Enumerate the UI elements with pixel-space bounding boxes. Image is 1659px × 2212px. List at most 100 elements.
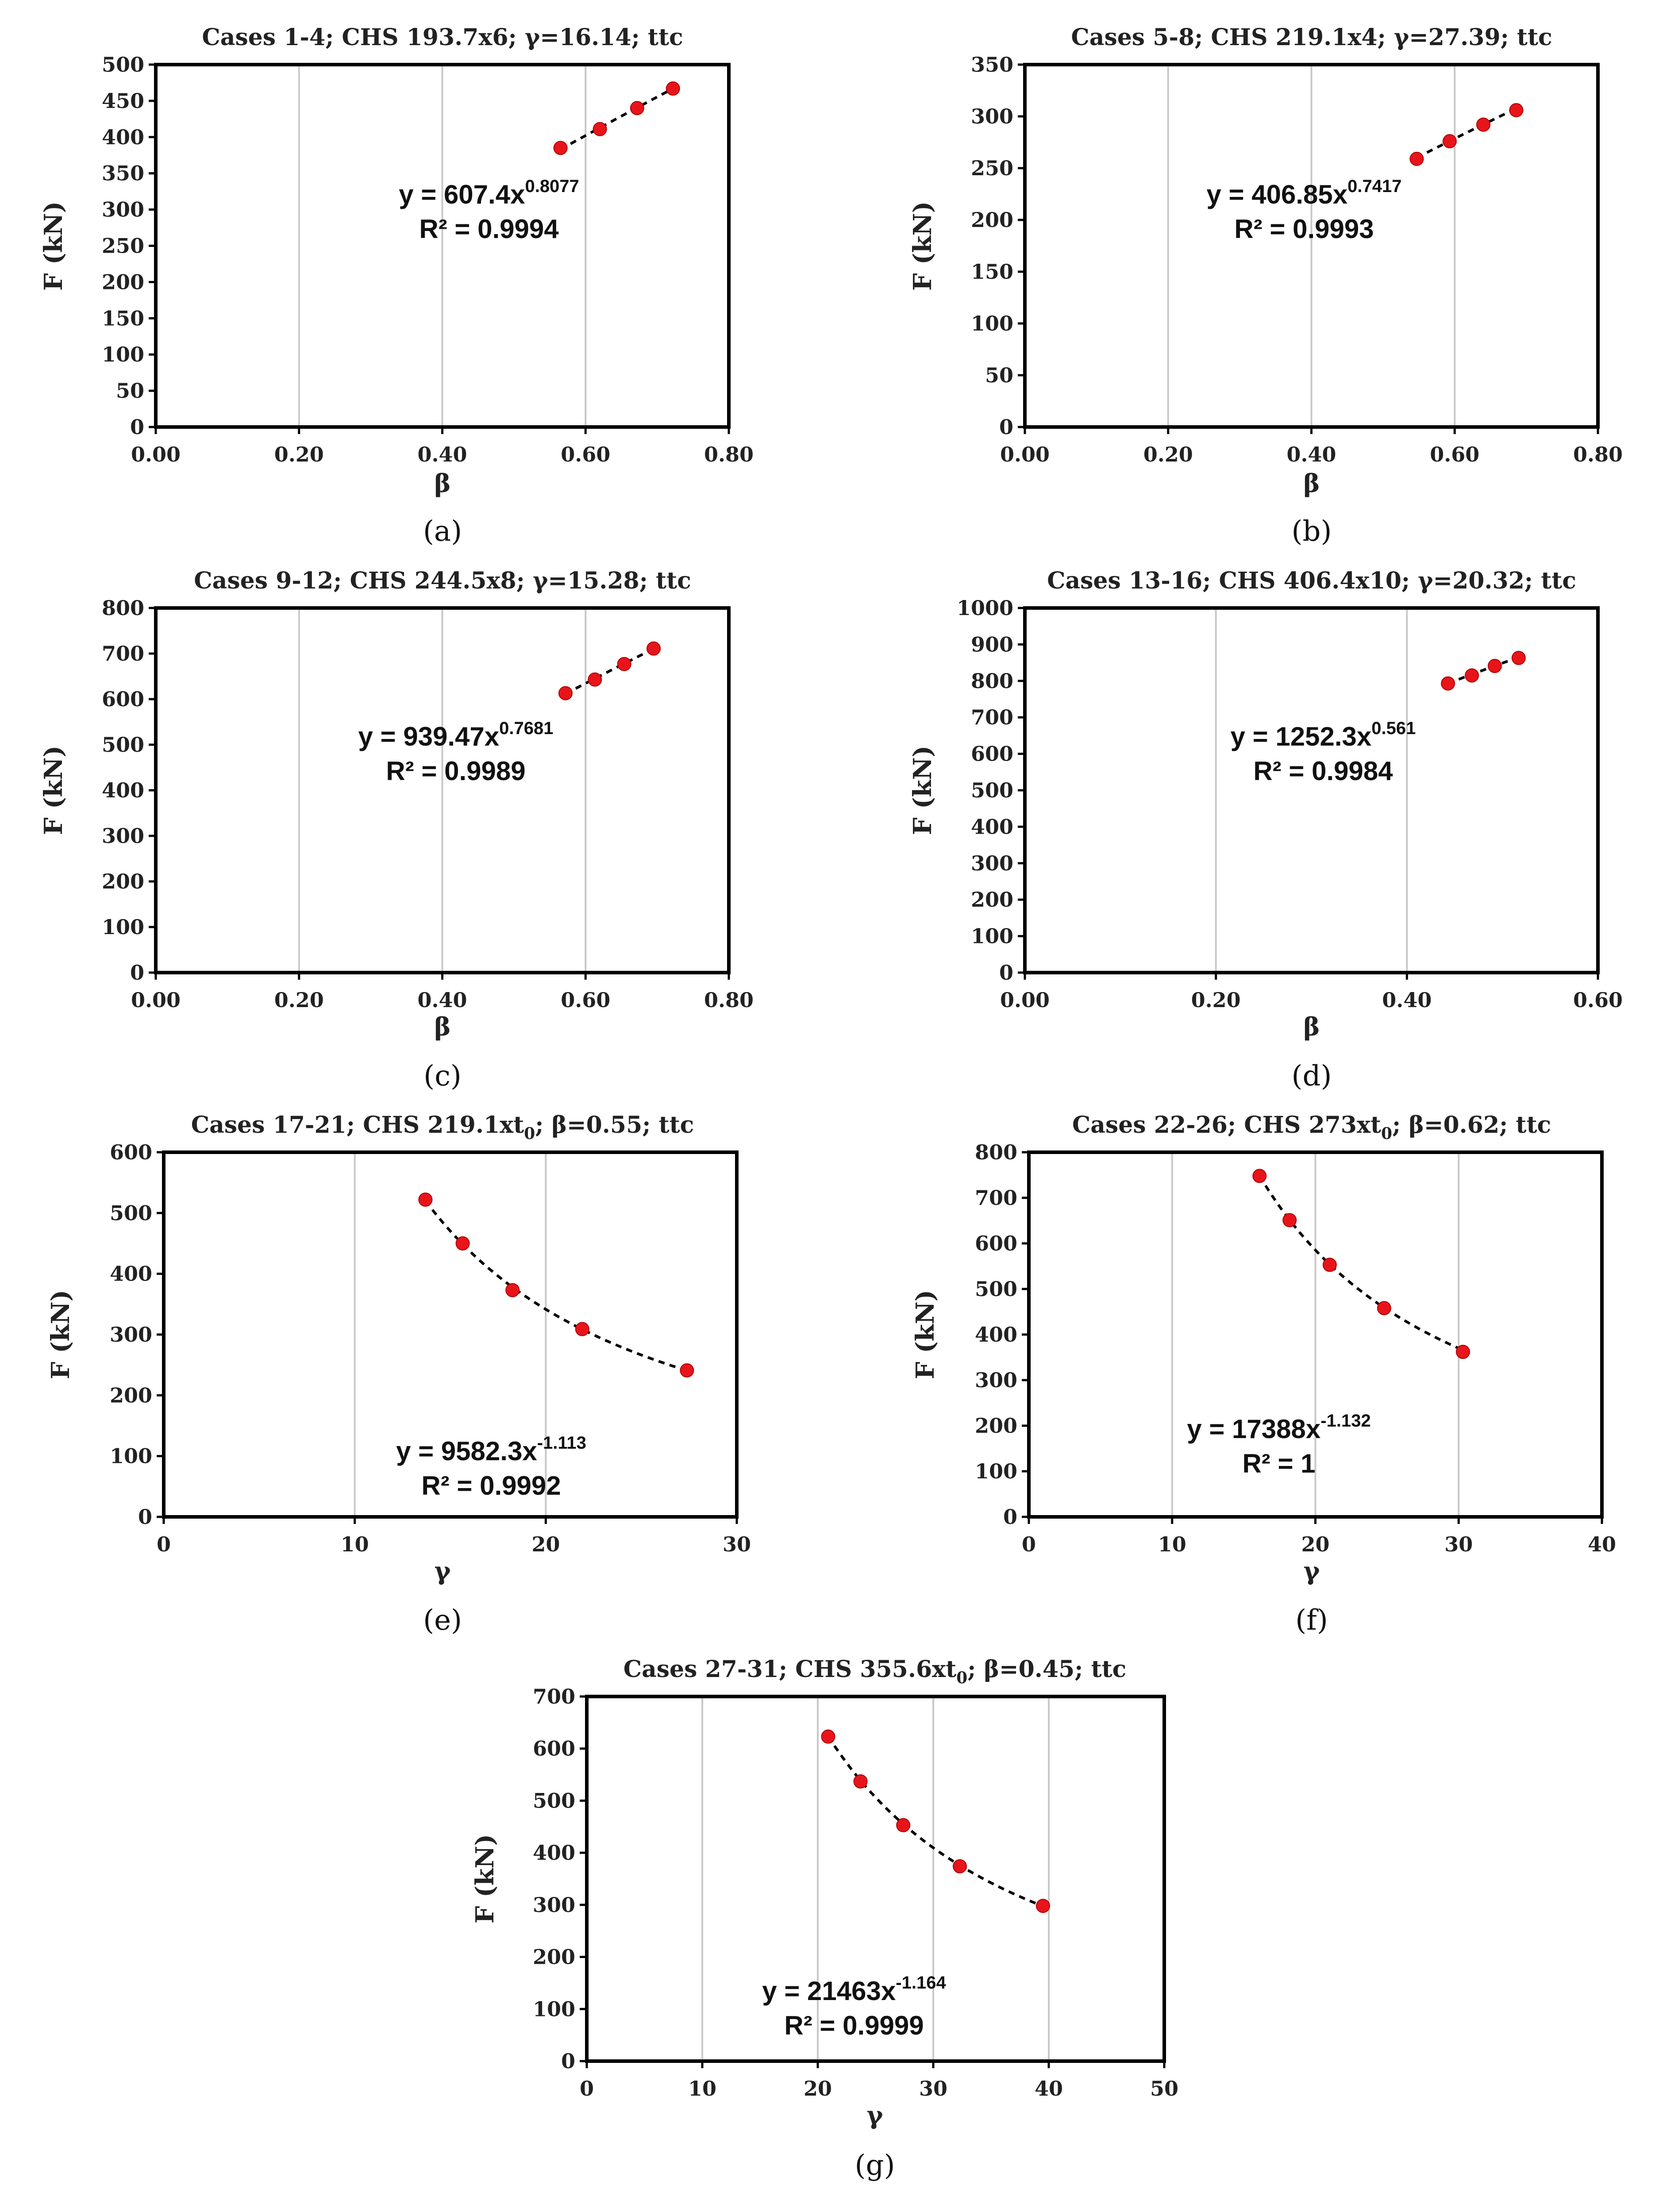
y-axis-label: F (kN) — [39, 746, 68, 835]
plot-frame — [1023, 606, 1600, 974]
data-point — [418, 1193, 433, 1207]
x-tick-label: 40 — [1588, 1532, 1616, 1556]
y-tick-label: 600 — [110, 1140, 152, 1164]
y-tick-label: 700 — [975, 1186, 1017, 1210]
x-axis-label: β — [1303, 469, 1320, 498]
y-tick-label: 500 — [102, 53, 144, 77]
y-axis-label: F (kN) — [908, 201, 937, 291]
y-tick-label: 300 — [102, 824, 144, 848]
chart-title: Cases 9-12; CHS 244.5x8; γ=15.28; ttc — [194, 567, 691, 594]
y-tick-label: 900 — [971, 632, 1013, 656]
x-tick-label: 0.40 — [417, 442, 467, 466]
y-tick-label: 500 — [975, 1277, 1017, 1301]
trendline — [424, 1200, 688, 1372]
y-tick-label: 700 — [971, 705, 1013, 729]
trend-equation-base: y = 17388x — [1187, 1414, 1320, 1444]
data-point — [1252, 1169, 1267, 1183]
y-tick-label: 600 — [975, 1231, 1017, 1255]
r-squared-label: R² = 0.9993 — [1234, 214, 1374, 244]
y-tick-label: 500 — [971, 778, 1013, 802]
data-point — [666, 81, 680, 96]
trend-equation-exponent: 0.7417 — [1347, 177, 1401, 196]
x-tick-label: 0.20 — [274, 442, 324, 466]
r-squared-label: R² = 0.9989 — [386, 756, 525, 786]
data-point — [647, 641, 661, 656]
y-tick-label: 50 — [985, 363, 1013, 387]
y-tick-label: 250 — [102, 234, 144, 258]
chart-title-text: Cases 1-4; CHS 193.7x6; γ=16.14; ttc — [202, 24, 683, 51]
x-tick-label: 10 — [688, 2077, 716, 2100]
panel-caption: (c) — [423, 1060, 462, 1093]
y-tick-label: 100 — [102, 915, 144, 939]
x-tick-label: 0 — [1022, 1532, 1036, 1556]
x-tick-label: 0.60 — [561, 442, 610, 466]
x-tick-label: 0.20 — [274, 988, 324, 1012]
data-point — [1442, 134, 1457, 149]
trend-equation-base: y = 939.47x — [358, 722, 500, 751]
y-tick-label: 50 — [116, 379, 144, 403]
trend-equation: y = 21463x-1.164 — [762, 1973, 946, 2006]
y-tick-label: 0 — [561, 2049, 575, 2073]
x-tick-label: 30 — [1444, 1532, 1473, 1556]
data-point — [1465, 668, 1479, 683]
y-tick-label: 0 — [999, 961, 1013, 985]
trend-equation-exponent: -1.132 — [1320, 1411, 1370, 1431]
x-tick-label: 0.60 — [1573, 988, 1623, 1012]
y-tick-label: 200 — [110, 1383, 152, 1407]
data-point — [1455, 1345, 1470, 1359]
x-tick-label: 0.40 — [417, 988, 467, 1012]
x-tick-label: 10 — [341, 1532, 369, 1556]
trend-equation: y = 939.47x0.7681 — [358, 719, 554, 751]
trendline — [1416, 107, 1517, 159]
y-tick-label: 100 — [110, 1444, 152, 1468]
panel-caption: (b) — [1292, 515, 1332, 548]
y-tick-label: 600 — [102, 687, 144, 711]
r-squared-label: R² = 0.9984 — [1253, 756, 1393, 786]
data-point — [1511, 650, 1526, 665]
y-tick-label: 0 — [1003, 1505, 1017, 1529]
data-point — [553, 141, 568, 155]
data-point — [1509, 103, 1524, 117]
x-tick-label: 0.00 — [1000, 988, 1050, 1012]
chart-title-text: Cases 27-31; CHS 355.6xt — [624, 1656, 956, 1683]
y-tick-label: 450 — [102, 89, 144, 113]
chart-title: Cases 22-26; CHS 273xt0; β=0.62; ttc — [1072, 1112, 1551, 1143]
y-tick-label: 100 — [533, 1997, 575, 2021]
trend-equation: y = 17388x-1.132 — [1187, 1411, 1370, 1444]
y-tick-label: 300 — [971, 851, 1013, 875]
y-axis-label: F (kN) — [908, 746, 937, 835]
data-point — [558, 686, 573, 700]
chart-panel-g: Cases 27-31; CHS 355.6xt0; β=0.45; ttc01… — [470, 1656, 1178, 2182]
trend-equation: y = 1252.3x0.561 — [1231, 719, 1416, 751]
y-tick-label: 200 — [102, 869, 144, 893]
data-point — [953, 1859, 967, 1873]
chart-title: Cases 5-8; CHS 219.1x4; γ=27.39; ttc — [1071, 24, 1552, 51]
r-squared-label: R² = 0.9992 — [421, 1471, 561, 1500]
y-tick-label: 700 — [102, 642, 144, 666]
trendline — [560, 87, 674, 151]
y-tick-label: 200 — [975, 1414, 1017, 1438]
y-tick-label: 700 — [533, 1685, 575, 1708]
y-tick-label: 400 — [102, 125, 144, 149]
chart-panel-c: Cases 9-12; CHS 244.5x8; γ=15.28; ttc 0 10… — [39, 567, 754, 1093]
data-point — [1487, 659, 1502, 673]
y-tick-label: 150 — [971, 260, 1013, 284]
y-tick-label: 350 — [971, 53, 1013, 77]
y-tick-label: 250 — [971, 156, 1013, 180]
y-tick-label: 0 — [999, 415, 1013, 439]
trend-equation: y = 9582.3x-1.113 — [396, 1433, 586, 1466]
y-tick-label: 0 — [138, 1505, 152, 1529]
x-tick-label: 0.20 — [1143, 442, 1193, 466]
x-tick-label: 20 — [531, 1532, 560, 1556]
data-point — [896, 1818, 911, 1832]
x-tick-label: 0.40 — [1286, 442, 1336, 466]
data-point — [630, 101, 644, 115]
r-squared-label: R² = 0.9994 — [419, 214, 559, 244]
data-point — [593, 122, 607, 136]
x-tick-label: 0.40 — [1382, 988, 1432, 1012]
chart-title-text: Cases 17-21; CHS 219.1xt — [191, 1112, 524, 1139]
y-tick-label: 400 — [533, 1841, 575, 1865]
trend-equation-base: y = 21463x — [762, 1976, 896, 2006]
x-axis-label: β — [1303, 1012, 1320, 1042]
data-point — [821, 1729, 835, 1744]
